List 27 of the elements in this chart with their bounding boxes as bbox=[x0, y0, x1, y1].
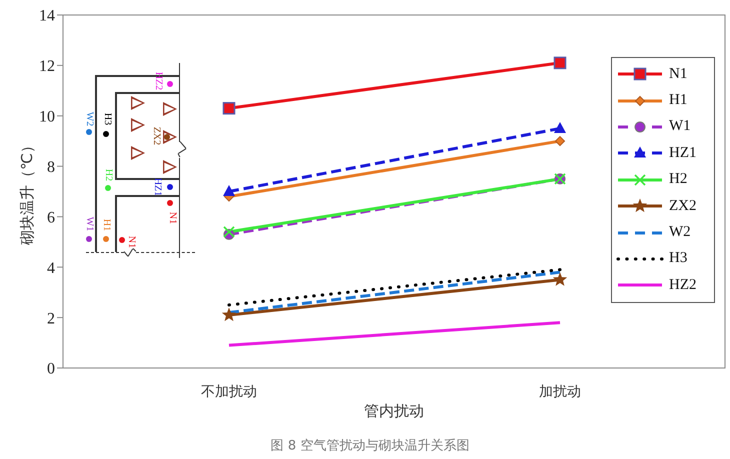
legend-label: HZ1 bbox=[669, 144, 696, 162]
legend-label: H2 bbox=[669, 171, 688, 188]
y-axis-title: 砌块温升（℃） bbox=[18, 138, 36, 246]
point bbox=[555, 136, 565, 146]
point bbox=[222, 308, 236, 322]
point bbox=[552, 272, 568, 286]
y-tick-label: 6 bbox=[47, 209, 55, 226]
y-tick-label: 14 bbox=[39, 8, 55, 25]
legend-label: HZ2 bbox=[669, 276, 696, 294]
point bbox=[554, 56, 566, 70]
legend-label: W1 bbox=[669, 118, 691, 136]
legend-label: ZX2 bbox=[669, 198, 696, 215]
y-tick-label: 10 bbox=[39, 108, 55, 126]
x-tick-label: 不加扰动 bbox=[201, 384, 257, 400]
caption: 图 8 空气管扰动与砌块温升关系图 bbox=[270, 438, 470, 454]
y-tick-label: 12 bbox=[39, 58, 55, 76]
y-tick-label: 8 bbox=[47, 158, 55, 176]
legend-label: W2 bbox=[669, 224, 691, 242]
x-axis-title: 管内扰动 bbox=[364, 402, 424, 420]
legend-label: H3 bbox=[669, 250, 688, 268]
point bbox=[222, 102, 236, 115]
y-tick-label: 2 bbox=[47, 310, 55, 328]
legend-label: H1 bbox=[669, 92, 688, 110]
x-tick-label: 加扰动 bbox=[539, 384, 581, 400]
y-tick-label: 0 bbox=[47, 360, 55, 378]
legend-label: N1 bbox=[669, 66, 688, 83]
y-tick-label: 4 bbox=[47, 260, 55, 277]
